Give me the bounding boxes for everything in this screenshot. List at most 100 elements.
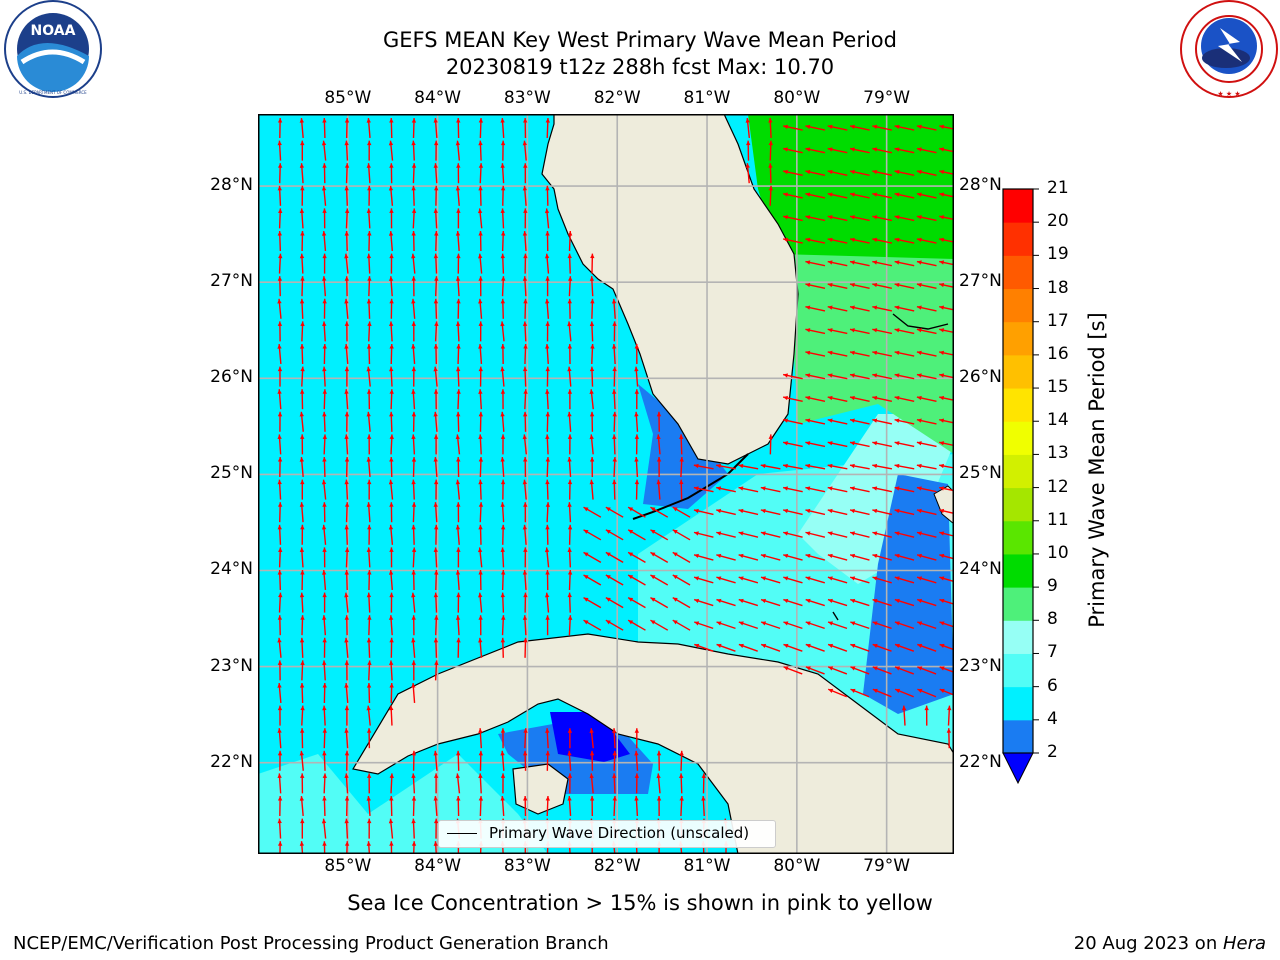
wave-direction-arrow [783,553,803,561]
wave-direction-arrow [634,795,639,817]
colorbar-segment [1003,487,1033,522]
wave-direction-arrow [433,456,438,478]
wave-direction-arrow [523,253,528,274]
wave-direction-arrow [716,553,736,561]
contour-under-2s [550,712,630,762]
wave-direction-arrow [545,502,551,523]
wave-direction-arrow [827,237,848,244]
colorbar-segment [1003,388,1033,422]
colorbar-tick-label: 14 [1047,410,1069,431]
wave-direction-arrow [650,619,669,631]
wave-direction-arrow [277,795,283,817]
wave-direction-arrow [916,486,937,493]
wave-direction-arrow [523,795,528,817]
wave-direction-arrow [389,321,394,342]
wave-direction-arrow [544,253,550,274]
wave-direction-arrow [456,592,461,613]
wave-direction-arrow [738,531,759,538]
wave-direction-arrow [344,253,349,274]
wave-direction-arrow [634,750,639,771]
contour-2-4s-bahama [863,474,954,714]
wave-direction-arrow [434,276,439,297]
wave-direction-arrow [738,486,759,493]
wave-direction-arrow [478,117,484,139]
wave-direction-arrow [589,479,594,500]
wave-direction-arrow [745,117,751,139]
wave-direction-arrow [827,215,848,222]
wave-direction-arrow [916,305,937,312]
wave-direction-arrow [634,343,639,365]
wave-direction-arrow [827,395,848,402]
wave-direction-arrow [344,321,350,342]
wave-direction-arrow [679,434,684,455]
wave-direction-arrow [583,619,602,631]
wave-direction-arrow [583,506,602,518]
wave-direction-arrow [939,124,954,130]
wave-direction-arrow [768,434,773,455]
wave-direction-arrow [693,463,714,470]
wave-direction-arrow [872,576,892,584]
wave-direction-arrow [612,434,617,455]
wave-direction-arrow [894,373,915,380]
wave-direction-arrow [322,502,327,523]
wave-direction-arrow [322,773,328,794]
wave-direction-arrow [522,276,528,297]
wave-direction-arrow [939,237,954,243]
wave-direction-arrow [455,479,461,500]
wave-direction-arrow [567,456,572,478]
wave-direction-arrow [916,441,937,448]
wave-direction-arrow [805,169,826,176]
wave-direction-arrow [433,343,439,365]
wave-direction-arrow [411,682,416,704]
wave-direction-arrow [455,569,461,591]
wave-direction-arrow [411,524,416,545]
wave-direction-arrow [433,117,438,139]
wave-direction-arrow [716,463,736,470]
wave-direction-arrow [679,773,684,794]
wave-direction-arrow [523,389,528,410]
colorbar-segment [1003,222,1033,256]
wave-direction-arrow [523,117,528,139]
wave-direction-arrow [545,276,550,297]
wave-direction-arrow [782,463,803,470]
wave-direction-arrow [746,140,751,161]
wave-direction-arrow [872,373,893,380]
wave-direction-arrow [827,350,848,357]
wave-direction-arrow [827,169,848,176]
wave-direction-arrow [321,230,327,252]
wave-direction-arrow [322,841,327,854]
wave-direction-arrow [389,841,394,854]
wave-direction-arrow [478,389,483,410]
colorbar-segment [1003,454,1033,489]
wave-direction-arrow [277,615,283,636]
lat-tick-label: 22°N [210,751,253,772]
wave-direction-arrow [322,298,327,319]
wave-direction-arrow [872,305,893,312]
wave-direction-arrow [277,389,282,410]
wave-direction-arrow [849,305,870,312]
wave-direction-arrow [523,547,528,568]
wave-direction-arrow [522,479,527,500]
wave-direction-arrow [300,321,305,342]
wave-direction-arrow [500,321,505,342]
wave-direction-arrow [939,373,954,379]
wave-direction-arrow [366,705,371,726]
wave-direction-arrow [433,389,439,410]
wave-direction-arrow [894,531,915,538]
wave-direction-arrow [805,621,825,630]
wave-direction-arrow [849,373,870,380]
footer-right: 20 Aug 2023 on Hera [1074,933,1266,954]
wave-direction-arrow [321,569,327,591]
wave-direction-arrow [433,841,438,854]
wave-direction-arrow [500,298,506,319]
wave-direction-arrow [916,350,937,357]
wave-direction-arrow [322,434,328,455]
wave-direction-arrow [455,185,461,206]
wave-direction-arrow [367,524,372,545]
wave-direction-arrow [366,682,372,704]
wave-direction-arrow [760,621,781,630]
sea-ice-caption: Sea Ice Concentration > 15% is shown in … [347,891,933,915]
wave-direction-arrow [344,569,349,591]
wave-direction-arrow [433,411,438,432]
wave-direction-arrow [300,818,305,839]
